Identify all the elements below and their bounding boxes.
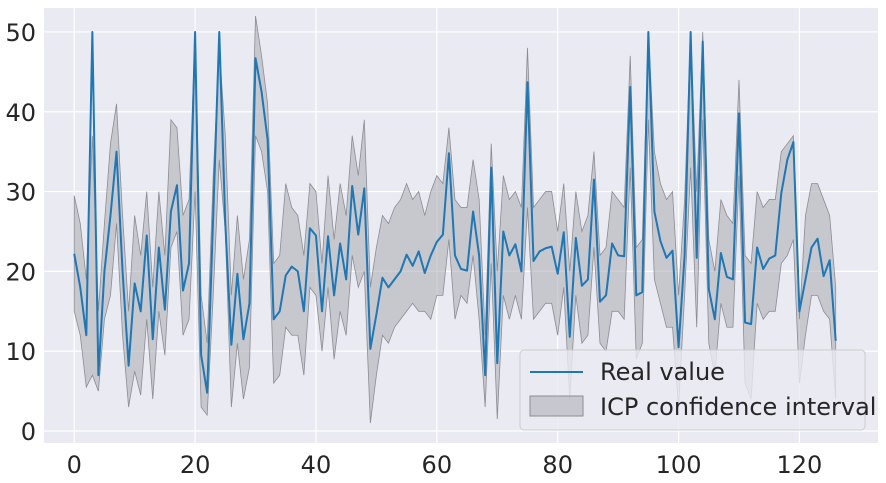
x-tick-label: 100 [656,451,702,479]
tick-labels: 0 20 40 60 80 100 120 0 10 20 30 40 50 [5,19,822,479]
legend: Real value ICP confidence interval [519,349,876,431]
y-tick-label: 0 [21,418,36,446]
x-tick-label: 0 [67,451,82,479]
y-tick-label: 40 [5,99,36,127]
x-tick-label: 20 [180,451,211,479]
legend-label-confidence-interval: ICP confidence interval [600,393,876,421]
real-value-line [73,30,837,394]
x-tick-label: 60 [422,451,453,479]
y-tick-label: 50 [5,19,36,47]
legend-box [519,349,866,431]
x-tick-label: 120 [777,451,823,479]
legend-swatch-confidence-interval [529,395,584,417]
x-tick-label: 80 [542,451,573,479]
y-tick-label: 10 [5,338,36,366]
y-tick-label: 30 [5,179,36,207]
legend-label-real-value: Real value [600,358,725,386]
series-line-layer [73,30,837,394]
x-tick-label: 40 [301,451,332,479]
y-tick-label: 20 [5,258,36,286]
